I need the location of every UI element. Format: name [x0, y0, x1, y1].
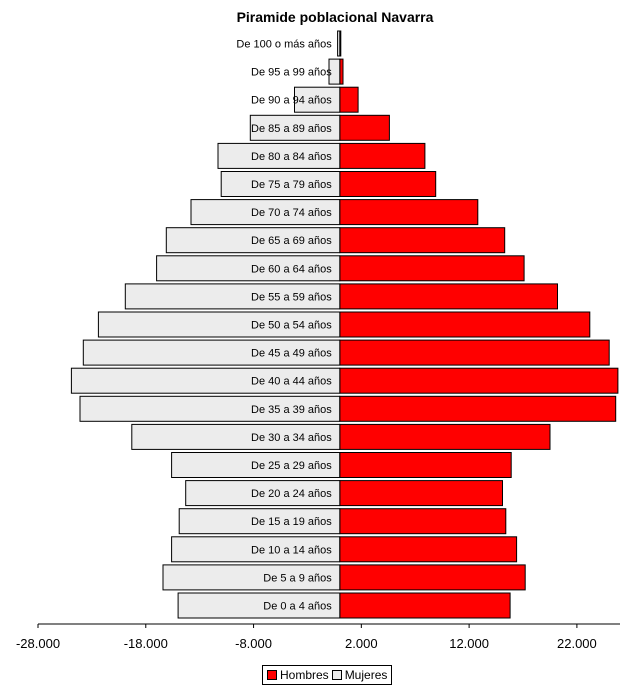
bar-mujeres-19: [162, 564, 341, 591]
x-tick-label: 12.000: [449, 636, 489, 651]
category-label: De 85 a 89 años: [251, 123, 332, 135]
legend-label-hombres: Hombres: [280, 668, 329, 682]
bar-hombres-3: [339, 114, 390, 141]
bar-mujeres-4: [217, 142, 341, 169]
bars-layer: [70, 30, 619, 619]
bar-hombres-16: [339, 480, 503, 507]
bar-hombres-2: [339, 86, 359, 113]
bar-hombres-9: [339, 283, 558, 310]
bar-hombres-7: [339, 227, 506, 254]
bar-hombres-19: [339, 564, 526, 591]
category-label: De 35 a 39 años: [251, 404, 332, 416]
category-label: De 70 a 74 años: [251, 207, 332, 219]
bar-mujeres-5: [220, 171, 341, 197]
category-label: De 90 a 94 años: [251, 95, 332, 107]
bar-mujeres-11: [82, 339, 341, 366]
category-label: De 40 a 44 años: [251, 376, 332, 388]
legend: Hombres Mujeres: [262, 665, 393, 685]
bar-hombres-12: [339, 367, 619, 394]
bar-mujeres-1: [328, 58, 341, 85]
category-label: De 75 a 79 años: [251, 179, 332, 191]
bar-mujeres-17: [178, 508, 341, 535]
bar-hombres-10: [339, 311, 591, 338]
x-tick-label: 2.000: [345, 636, 378, 651]
bar-mujeres-2: [294, 86, 341, 113]
category-label: De 25 a 29 años: [251, 460, 332, 472]
legend-swatch-mujeres: [331, 670, 342, 680]
category-label: De 0 a 4 años: [263, 601, 332, 613]
bar-hombres-5: [339, 171, 437, 197]
bar-mujeres-10: [97, 311, 341, 338]
bar-mujeres-7: [165, 227, 341, 254]
bar-hombres-20: [339, 592, 511, 619]
category-label: De 45 a 49 años: [251, 348, 332, 360]
category-label: De 5 a 9 años: [263, 572, 332, 584]
bar-hombres-6: [339, 199, 479, 226]
category-labels: De 100 o más años De 95 a 99 años De 90 a …: [236, 39, 332, 613]
bar-hombres-4: [339, 142, 426, 169]
x-tick-label: -28.000: [16, 636, 60, 651]
category-label: De 80 a 84 años: [251, 151, 332, 163]
x-tick-label: 22.000: [557, 636, 597, 651]
bar-hombres-8: [339, 255, 525, 282]
category-label: De 50 a 54 años: [251, 320, 332, 332]
bar-hombres-11: [339, 339, 610, 366]
bar-hombres-13: [339, 395, 617, 422]
category-label: De 55 a 59 años: [251, 291, 332, 303]
bar-hombres-18: [339, 536, 518, 563]
bar-mujeres-8: [156, 255, 341, 282]
bar-mujeres-18: [171, 536, 341, 563]
bar-mujeres-3: [249, 114, 341, 141]
legend-swatch-hombres: [267, 670, 277, 680]
bar-mujeres-16: [185, 480, 341, 507]
chart-title: Piramide poblacional Navarra: [237, 9, 434, 25]
category-label: De 30 a 34 años: [251, 432, 332, 444]
bar-mujeres-9: [124, 283, 341, 310]
bar-mujeres-20: [177, 592, 341, 619]
legend-label-mujeres: Mujeres: [344, 668, 388, 682]
category-label: De 60 a 64 años: [251, 263, 332, 275]
category-label: De 65 a 69 años: [251, 235, 332, 247]
bar-mujeres-15: [171, 452, 341, 478]
category-label: De 95 a 99 años: [251, 67, 332, 79]
bar-mujeres-12: [70, 367, 341, 394]
bar-mujeres-0: [337, 30, 341, 57]
legend-item-hombres: Hombres: [267, 668, 329, 682]
category-label: De 20 a 24 años: [251, 488, 332, 500]
bar-hombres-17: [339, 508, 507, 535]
bar-mujeres-6: [190, 199, 341, 226]
category-label: De 10 a 14 años: [251, 544, 332, 556]
category-label: De 100 o más años: [236, 39, 332, 51]
bar-mujeres-13: [79, 395, 341, 422]
legend-item-mujeres: Mujeres: [331, 668, 388, 682]
x-tick-label: -18.000: [124, 636, 168, 651]
bar-hombres-14: [339, 423, 551, 450]
x-tick-label: -8.000: [235, 636, 272, 651]
bar-mujeres-14: [131, 423, 341, 450]
category-label: De 15 a 19 años: [251, 516, 332, 528]
bar-hombres-15: [339, 452, 512, 478]
x-axis: -28.000 -18.000 -8.000 2.000 12.000 22.000: [16, 623, 620, 651]
